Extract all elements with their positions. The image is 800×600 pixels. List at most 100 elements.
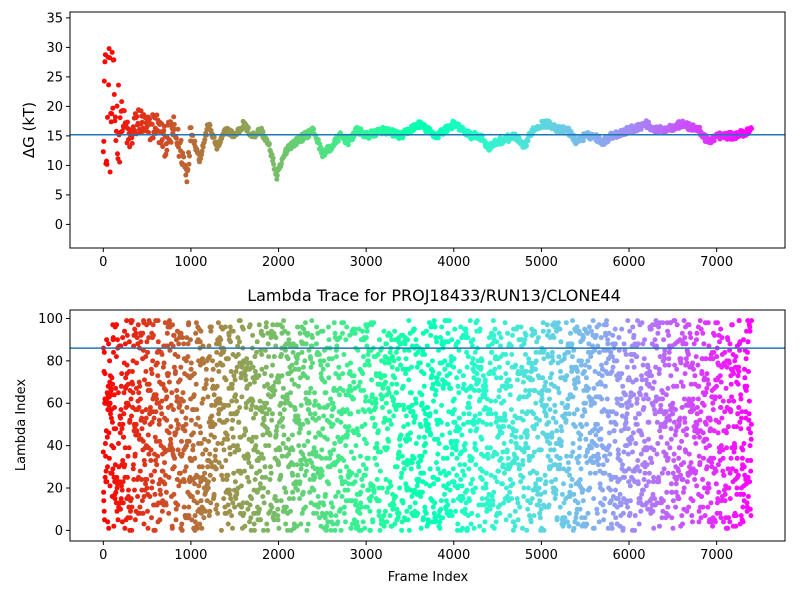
lambda-point bbox=[748, 468, 754, 474]
lambda-point bbox=[476, 388, 482, 393]
lambda-point bbox=[501, 424, 507, 430]
lambda-point bbox=[215, 441, 221, 446]
lambda-point bbox=[266, 443, 272, 449]
lambda-point bbox=[571, 491, 577, 497]
lambda-point bbox=[558, 424, 564, 430]
lambda-point bbox=[746, 398, 752, 404]
lambda-point bbox=[450, 498, 456, 504]
lambda-point bbox=[419, 400, 425, 406]
lambda-point bbox=[670, 525, 676, 531]
lambda-point bbox=[130, 462, 136, 468]
lambda-point bbox=[579, 424, 585, 430]
lambda-point bbox=[722, 409, 728, 415]
lambda-point bbox=[449, 513, 455, 519]
lambda-point bbox=[393, 494, 399, 499]
lambda-point bbox=[692, 373, 698, 379]
lambda-point bbox=[337, 392, 342, 398]
lambda-point bbox=[232, 479, 238, 485]
lambda-point bbox=[591, 385, 597, 391]
lambda-point bbox=[268, 464, 273, 470]
lambda-point bbox=[479, 496, 485, 502]
lambda-point bbox=[166, 510, 172, 516]
lambda-point bbox=[140, 510, 146, 516]
lambda-point bbox=[467, 428, 473, 434]
lambda-point bbox=[564, 373, 570, 379]
lambda-point bbox=[213, 447, 219, 453]
lambda-point bbox=[184, 335, 190, 341]
dg-point bbox=[245, 125, 251, 131]
lambda-point bbox=[580, 498, 586, 504]
lambda-point bbox=[216, 460, 222, 466]
lambda-point bbox=[458, 477, 464, 482]
lambda-point bbox=[479, 358, 485, 364]
lambda-point bbox=[353, 443, 359, 449]
lambda-point bbox=[562, 515, 568, 521]
lambda-point bbox=[474, 318, 480, 324]
lambda-point bbox=[684, 432, 689, 438]
lambda-point bbox=[280, 385, 286, 391]
lambda-point bbox=[377, 527, 383, 533]
lambda-point bbox=[160, 468, 166, 474]
lambda-point bbox=[587, 470, 593, 476]
lambda-point bbox=[748, 421, 754, 427]
lambda-point bbox=[552, 409, 558, 415]
lambda-point bbox=[322, 515, 328, 521]
lambda-point bbox=[722, 349, 728, 355]
lambda-point bbox=[599, 396, 605, 402]
lambda-point bbox=[543, 413, 549, 419]
lambda-point bbox=[387, 409, 392, 415]
lambda-point bbox=[738, 513, 744, 519]
lambda-point bbox=[364, 328, 370, 334]
lambda-point bbox=[652, 496, 658, 502]
lambda-point bbox=[340, 371, 346, 377]
lambda-point bbox=[688, 335, 694, 341]
lambda-point bbox=[624, 411, 630, 417]
lambda-point bbox=[234, 489, 240, 495]
lambda-point bbox=[104, 337, 110, 343]
lambda-point bbox=[503, 417, 508, 423]
lambda-point bbox=[263, 324, 269, 330]
lambda-point bbox=[418, 458, 424, 463]
lambda-point bbox=[213, 506, 219, 512]
lambda-point bbox=[143, 369, 149, 374]
lambda-point bbox=[482, 392, 488, 398]
lambda-point bbox=[660, 320, 666, 326]
lambda-point bbox=[491, 371, 497, 377]
lambda-point bbox=[119, 483, 124, 489]
lambda-point bbox=[195, 415, 201, 421]
lambda-point bbox=[171, 332, 177, 338]
lambda-point bbox=[192, 513, 198, 519]
lambda-point bbox=[167, 318, 172, 324]
lambda-point bbox=[360, 371, 366, 377]
lambda-point bbox=[500, 462, 506, 468]
lambda-point bbox=[445, 330, 451, 336]
dg-y-tick-label: 5 bbox=[55, 188, 63, 203]
lambda-point bbox=[300, 421, 306, 427]
lambda-point bbox=[206, 513, 212, 519]
lambda-point bbox=[237, 339, 242, 345]
lambda-point bbox=[345, 487, 351, 493]
lambda-point bbox=[241, 510, 247, 516]
lambda-point bbox=[154, 462, 160, 468]
lambda-point bbox=[566, 411, 572, 417]
lambda-point bbox=[376, 498, 382, 504]
lambda-point bbox=[470, 337, 476, 343]
lambda-point bbox=[318, 362, 324, 368]
lambda-point bbox=[720, 398, 726, 404]
lambda-point bbox=[549, 430, 555, 436]
lambda-point bbox=[507, 392, 513, 398]
lambda-point bbox=[635, 341, 641, 347]
lambda-point bbox=[656, 366, 662, 372]
lambda-point bbox=[630, 324, 636, 330]
lambda-point bbox=[330, 521, 336, 527]
lambda-point bbox=[225, 436, 231, 442]
lambda-point bbox=[106, 341, 112, 347]
lambda-point bbox=[684, 479, 690, 485]
lambda-point bbox=[634, 464, 640, 470]
lambda-point bbox=[279, 453, 285, 459]
lambda-point bbox=[149, 485, 155, 491]
lambda-point bbox=[255, 449, 261, 455]
lambda-point bbox=[343, 337, 349, 343]
lambda-point bbox=[239, 504, 245, 510]
dg-y-tick-label: 10 bbox=[46, 159, 63, 174]
